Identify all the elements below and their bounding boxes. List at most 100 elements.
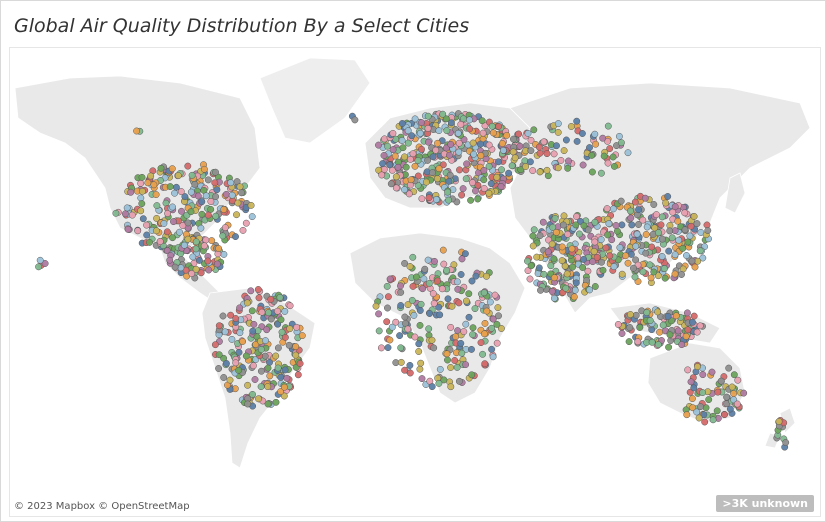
city-marker[interactable] bbox=[424, 156, 432, 164]
city-marker[interactable] bbox=[278, 328, 286, 336]
city-marker[interactable] bbox=[497, 183, 505, 190]
city-marker[interactable] bbox=[160, 220, 168, 227]
city-marker[interactable] bbox=[274, 307, 281, 315]
city-marker[interactable] bbox=[455, 148, 463, 156]
city-marker[interactable] bbox=[554, 120, 562, 128]
city-marker[interactable] bbox=[540, 270, 548, 278]
city-marker[interactable] bbox=[178, 207, 185, 215]
city-marker[interactable] bbox=[617, 197, 625, 205]
city-marker[interactable] bbox=[36, 256, 44, 264]
city-marker[interactable] bbox=[505, 169, 513, 177]
city-marker[interactable] bbox=[294, 371, 302, 379]
city-marker[interactable] bbox=[384, 344, 392, 352]
city-marker[interactable] bbox=[434, 277, 441, 285]
city-marker[interactable] bbox=[429, 290, 437, 298]
city-marker[interactable] bbox=[184, 162, 192, 170]
city-marker[interactable] bbox=[152, 227, 160, 235]
city-marker[interactable] bbox=[414, 157, 422, 164]
city-marker[interactable] bbox=[609, 205, 617, 213]
city-marker[interactable] bbox=[572, 279, 580, 287]
city-marker[interactable] bbox=[599, 134, 607, 142]
city-marker[interactable] bbox=[253, 333, 261, 341]
city-marker[interactable] bbox=[486, 298, 494, 306]
city-marker[interactable] bbox=[630, 264, 637, 272]
city-marker[interactable] bbox=[152, 191, 160, 199]
city-marker[interactable] bbox=[384, 293, 392, 301]
city-marker[interactable] bbox=[391, 152, 399, 160]
city-marker[interactable] bbox=[471, 305, 479, 313]
city-marker[interactable] bbox=[414, 172, 422, 180]
city-marker[interactable] bbox=[430, 344, 438, 352]
city-marker[interactable] bbox=[436, 311, 444, 319]
city-marker[interactable] bbox=[277, 388, 285, 396]
city-marker[interactable] bbox=[112, 209, 120, 217]
city-marker[interactable] bbox=[678, 341, 686, 349]
city-marker[interactable] bbox=[456, 166, 463, 174]
city-marker[interactable] bbox=[579, 161, 587, 169]
city-marker[interactable] bbox=[550, 255, 558, 263]
city-marker[interactable] bbox=[457, 271, 465, 278]
city-marker[interactable] bbox=[550, 150, 558, 158]
city-marker[interactable] bbox=[401, 366, 409, 374]
city-marker[interactable] bbox=[524, 257, 531, 265]
city-marker[interactable] bbox=[406, 369, 414, 377]
city-marker[interactable] bbox=[189, 253, 197, 261]
city-marker[interactable] bbox=[242, 219, 250, 227]
city-marker[interactable] bbox=[435, 379, 443, 387]
city-marker[interactable] bbox=[604, 231, 612, 239]
city-marker[interactable] bbox=[418, 145, 425, 153]
city-marker[interactable] bbox=[726, 405, 734, 413]
city-marker[interactable] bbox=[688, 395, 696, 403]
city-marker[interactable] bbox=[586, 144, 593, 152]
city-marker[interactable] bbox=[671, 251, 679, 259]
city-marker[interactable] bbox=[617, 139, 625, 147]
city-marker[interactable] bbox=[435, 165, 443, 173]
city-marker[interactable] bbox=[654, 272, 662, 280]
city-marker[interactable] bbox=[446, 171, 454, 179]
city-marker[interactable] bbox=[156, 238, 164, 245]
city-marker[interactable] bbox=[477, 339, 485, 347]
city-marker[interactable] bbox=[399, 144, 407, 152]
city-marker[interactable] bbox=[143, 221, 151, 229]
city-marker[interactable] bbox=[411, 162, 419, 170]
city-marker[interactable] bbox=[242, 352, 250, 360]
city-marker[interactable] bbox=[728, 383, 736, 391]
city-marker[interactable] bbox=[602, 244, 610, 252]
city-marker[interactable] bbox=[424, 256, 432, 264]
city-marker[interactable] bbox=[450, 261, 458, 269]
city-marker[interactable] bbox=[453, 363, 461, 371]
city-marker[interactable] bbox=[251, 376, 259, 383]
city-marker[interactable] bbox=[509, 148, 517, 156]
city-marker[interactable] bbox=[457, 120, 465, 128]
city-marker[interactable] bbox=[558, 243, 566, 251]
city-marker[interactable] bbox=[693, 408, 701, 416]
city-marker[interactable] bbox=[463, 160, 471, 168]
city-marker[interactable] bbox=[564, 164, 572, 172]
city-marker[interactable] bbox=[239, 338, 247, 345]
city-marker[interactable] bbox=[418, 375, 426, 383]
city-marker[interactable] bbox=[213, 186, 221, 194]
city-marker[interactable] bbox=[384, 304, 391, 312]
city-marker[interactable] bbox=[415, 340, 423, 348]
city-marker[interactable] bbox=[194, 192, 202, 200]
city-marker[interactable] bbox=[693, 328, 701, 336]
city-marker[interactable] bbox=[442, 115, 450, 123]
city-marker[interactable] bbox=[396, 332, 404, 340]
city-marker[interactable] bbox=[697, 403, 704, 411]
city-marker[interactable] bbox=[181, 193, 189, 201]
city-marker[interactable] bbox=[588, 151, 596, 159]
city-marker[interactable] bbox=[211, 179, 219, 187]
city-marker[interactable] bbox=[227, 311, 235, 319]
city-marker[interactable] bbox=[580, 255, 588, 263]
city-marker[interactable] bbox=[678, 271, 685, 278]
city-marker[interactable] bbox=[639, 268, 647, 276]
city-marker[interactable] bbox=[451, 357, 459, 364]
city-marker[interactable] bbox=[202, 236, 210, 244]
city-marker[interactable] bbox=[444, 356, 451, 364]
city-marker[interactable] bbox=[606, 145, 614, 153]
city-marker[interactable] bbox=[600, 152, 608, 160]
city-marker[interactable] bbox=[651, 224, 659, 232]
city-marker[interactable] bbox=[296, 360, 304, 368]
city-marker[interactable] bbox=[171, 189, 179, 197]
city-marker[interactable] bbox=[543, 166, 551, 174]
